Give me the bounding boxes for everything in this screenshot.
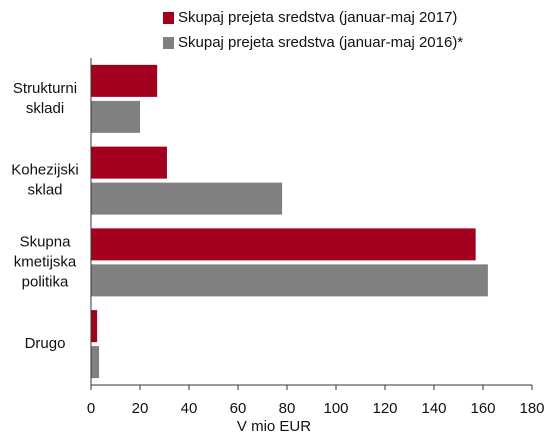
legend-swatch — [163, 12, 174, 24]
y-tick-label: Strukturni skladi — [13, 80, 77, 117]
x-tick-label: 180 — [519, 400, 544, 417]
bar — [91, 182, 283, 215]
x-tick-label: 160 — [470, 400, 495, 417]
legend-label: Skupaj prejeta sredstva (januar-maj 2017… — [178, 9, 457, 26]
x-tick-label: 140 — [421, 400, 446, 417]
y-tick-label: Drugo — [25, 335, 66, 352]
x-tick-label: 20 — [132, 400, 149, 417]
bar — [91, 310, 98, 343]
bar — [91, 346, 100, 379]
bar — [91, 100, 140, 133]
bar — [91, 264, 488, 297]
x-tick-label: 40 — [181, 400, 198, 417]
x-tick-label: 0 — [87, 400, 95, 417]
x-tick-label: 100 — [323, 400, 348, 417]
legend-swatch — [163, 37, 174, 49]
bar — [91, 64, 158, 97]
x-axis-title: V mio EUR — [237, 418, 311, 435]
legend-label: Skupaj prejeta sredstva (januar-maj 2016… — [178, 34, 463, 51]
bar — [91, 228, 476, 261]
x-tick-label: 80 — [279, 400, 296, 417]
x-tick-label: 120 — [372, 400, 397, 417]
x-tick-label: 60 — [230, 400, 247, 417]
y-tick-label: Skupna kmetijska politika — [14, 233, 77, 290]
bar — [91, 146, 167, 179]
y-tick-label: Kohezijski sklad — [11, 162, 79, 199]
